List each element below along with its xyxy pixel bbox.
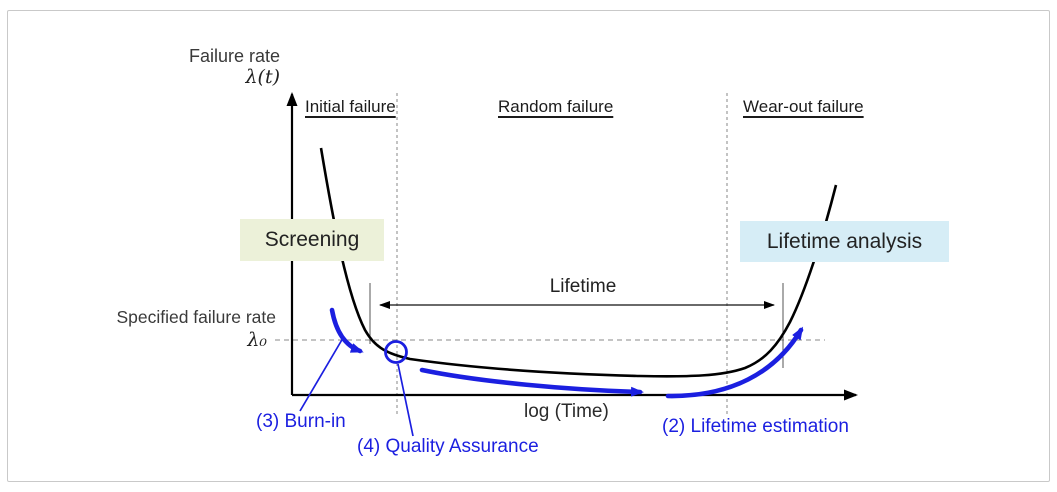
lifetime-analysis-label: Lifetime analysis bbox=[766, 229, 923, 253]
lambda0-symbol: λ₀ bbox=[247, 329, 267, 351]
failure-rate-curve bbox=[319, 147, 838, 378]
diagram-frame bbox=[7, 10, 1050, 482]
region-label-wear-out-failure: Wear-out failure bbox=[743, 97, 864, 116]
region-label-initial-failure: Initial failure bbox=[305, 97, 396, 116]
lifetime-estimation-arrow-rising bbox=[665, 326, 804, 399]
screening-highlight-box: Screening bbox=[240, 219, 384, 261]
burn-in-callout-line bbox=[299, 337, 344, 412]
y-axis-title: Failure rate bbox=[188, 46, 280, 66]
lifetime-estimation-label: (2) Lifetime estimation bbox=[662, 416, 849, 437]
quality-assurance-label: (4) Quality Assurance bbox=[357, 436, 539, 457]
specified-failure-rate-label: Specified failure rate bbox=[116, 307, 276, 327]
quality-assurance-marker bbox=[384, 340, 408, 364]
quality-assurance-callout-line bbox=[397, 363, 414, 437]
burn-in-arrow bbox=[329, 307, 364, 354]
region-label-random-failure: Random failure bbox=[498, 97, 614, 116]
lifetime-estimation-arrow-flat bbox=[419, 367, 644, 397]
lifetime-analysis-highlight-box: Lifetime analysis bbox=[740, 221, 949, 262]
screening-label: Screening bbox=[264, 228, 360, 251]
x-axis-title: log (Time) bbox=[524, 401, 609, 422]
y-axis-symbol: λ(t) bbox=[245, 66, 280, 88]
burn-in-label: (3) Burn-in bbox=[256, 411, 346, 432]
lifetime-label: Lifetime bbox=[549, 276, 617, 297]
